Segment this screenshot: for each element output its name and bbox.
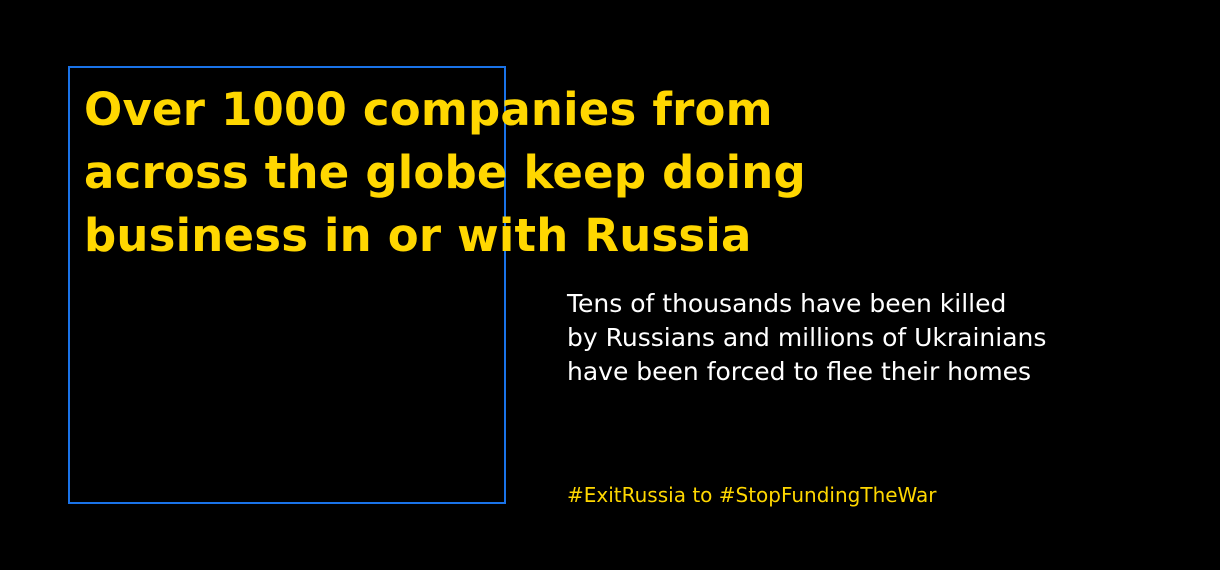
body-line: have been forced to flee their homes	[567, 357, 1032, 386]
body-line: by Russians and millions of Ukrainians	[567, 323, 1047, 352]
headline-line: across the globe keep doing	[84, 146, 806, 199]
hashtag-text: #ExitRussia to #StopFundingTheWar	[567, 483, 937, 507]
headline: Over 1000 companies from across the glob…	[84, 78, 984, 267]
body-line: Tens of thousands have been killed	[567, 289, 1007, 318]
headline-line: Over 1000 companies from	[84, 83, 773, 136]
body-paragraph: Tens of thousands have been killed by Ru…	[567, 287, 1187, 389]
blue-outline-frame	[68, 66, 506, 504]
headline-line: business in or with Russia	[84, 209, 752, 262]
